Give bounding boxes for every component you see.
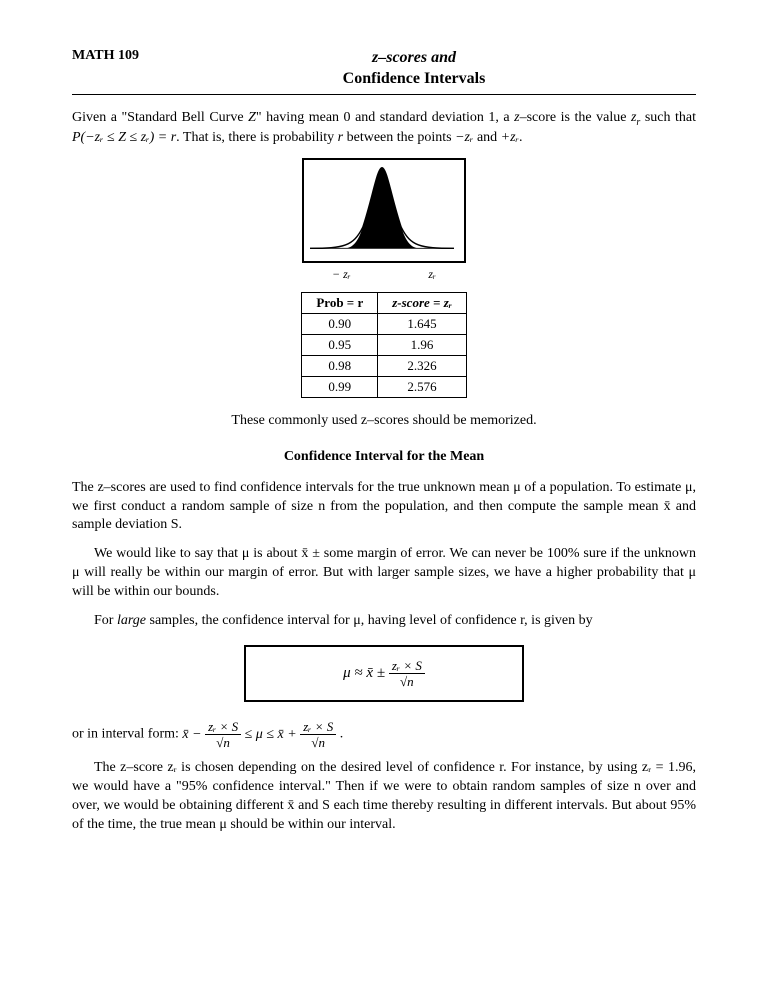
interval-form: or in interval form: x̄ − zᵣ × S√n ≤ μ ≤… bbox=[72, 720, 696, 749]
title-line-2: Confidence Intervals bbox=[343, 70, 486, 87]
table-row: 0.982.326 bbox=[302, 355, 466, 376]
f1-num: zᵣ × S bbox=[205, 720, 241, 735]
intro-Z: Z bbox=[248, 110, 256, 125]
intro-t1: Given a "Standard Bell Curve bbox=[72, 110, 248, 125]
cell: 0.99 bbox=[302, 376, 378, 397]
intro-paragraph: Given a "Standard Bell Curve Z" having m… bbox=[72, 109, 696, 148]
interval-prefix: or in interval form: bbox=[72, 727, 182, 742]
z-score-table: Prob = r z-score = zᵣ 0.901.645 0.951.96… bbox=[301, 292, 466, 398]
th-left: Prob = r bbox=[316, 295, 363, 310]
f2-den: √n bbox=[300, 735, 336, 749]
interval-expr: x̄ − zᵣ × S√n ≤ μ ≤ x̄ + zᵣ × S√n bbox=[182, 727, 339, 742]
cell: 1.645 bbox=[378, 313, 466, 334]
bell-curve-figure bbox=[302, 158, 466, 263]
bell-curve-svg bbox=[304, 160, 460, 256]
para-2: We would like to say that μ is about x̄ … bbox=[72, 545, 696, 602]
th-right: z-score = zᵣ bbox=[392, 295, 451, 310]
cell: 0.90 bbox=[302, 313, 378, 334]
table-header-row: Prob = r z-score = zᵣ bbox=[302, 292, 466, 313]
formula: μ ≈ x̄ ± zᵣ × S √n bbox=[343, 665, 425, 681]
table-row: 0.992.576 bbox=[302, 376, 466, 397]
formula-box: μ ≈ x̄ ± zᵣ × S √n bbox=[244, 645, 524, 702]
intro-period: . bbox=[519, 130, 523, 145]
page-title: z–scores and Confidence Intervals bbox=[232, 48, 596, 90]
formula-num: zᵣ × S bbox=[389, 659, 425, 674]
intro-t6: between the points bbox=[343, 130, 455, 145]
page: MATH 109 z–scores and Confidence Interva… bbox=[0, 0, 768, 880]
formula-lhs: μ ≈ x̄ ± bbox=[343, 665, 389, 681]
table-header-prob: Prob = r bbox=[302, 292, 378, 313]
intro-t5: . That is, there is probability bbox=[176, 130, 338, 145]
para-1: The z–scores are used to find confidence… bbox=[72, 479, 696, 536]
table-row: 0.901.645 bbox=[302, 313, 466, 334]
intro-plus-zr: +zᵣ bbox=[501, 130, 519, 145]
title-z: z–scores and bbox=[372, 49, 456, 66]
interval-mid: ≤ μ ≤ x̄ + bbox=[241, 727, 300, 742]
para-4: The z–score zᵣ is chosen depending on th… bbox=[72, 759, 696, 835]
cell: 2.326 bbox=[378, 355, 466, 376]
cell: 0.98 bbox=[302, 355, 378, 376]
header: MATH 109 z–scores and Confidence Interva… bbox=[72, 48, 696, 90]
p3-prefix: For bbox=[94, 613, 117, 628]
intro-zr: zr bbox=[631, 110, 640, 125]
interval-frac-2: zᵣ × S√n bbox=[300, 720, 336, 749]
intro-minus-zr: −zᵣ bbox=[455, 130, 473, 145]
cell: 1.96 bbox=[378, 334, 466, 355]
bell-label-left: − zᵣ bbox=[332, 267, 351, 282]
title-line-1: z–scores and bbox=[372, 49, 456, 66]
table-row: 0.951.96 bbox=[302, 334, 466, 355]
course-code: MATH 109 bbox=[72, 48, 232, 64]
intro-and: and bbox=[473, 130, 500, 145]
intro-t4: such that bbox=[640, 110, 696, 125]
formula-fraction: zᵣ × S √n bbox=[389, 659, 425, 688]
cell: 2.576 bbox=[378, 376, 466, 397]
p3-suffix: samples, the confidence interval for μ, … bbox=[146, 613, 593, 628]
section-title: Confidence Interval for the Mean bbox=[72, 449, 696, 465]
interval-lhs: x̄ − bbox=[182, 727, 205, 742]
para-3: For large samples, the confidence interv… bbox=[72, 612, 696, 631]
interval-period: . bbox=[340, 727, 344, 742]
formula-den: √n bbox=[389, 674, 425, 688]
bell-label-right: zᵣ bbox=[428, 267, 436, 282]
cell: 0.95 bbox=[302, 334, 378, 355]
intro-t3: –score is the value bbox=[520, 110, 631, 125]
f2-num: zᵣ × S bbox=[300, 720, 336, 735]
bell-axis-labels: − zᵣ zᵣ bbox=[304, 267, 464, 282]
header-rule bbox=[72, 94, 696, 95]
p3-large: large bbox=[117, 613, 146, 628]
intro-prob: P(−zᵣ ≤ Z ≤ zᵣ) = r bbox=[72, 130, 176, 145]
table-header-zscore: z-score = zᵣ bbox=[378, 292, 466, 313]
intro-t2: " having mean 0 and standard deviation 1… bbox=[256, 110, 514, 125]
interval-frac-1: zᵣ × S√n bbox=[205, 720, 241, 749]
f1-den: √n bbox=[205, 735, 241, 749]
memorize-note: These commonly used z–scores should be m… bbox=[72, 412, 696, 431]
